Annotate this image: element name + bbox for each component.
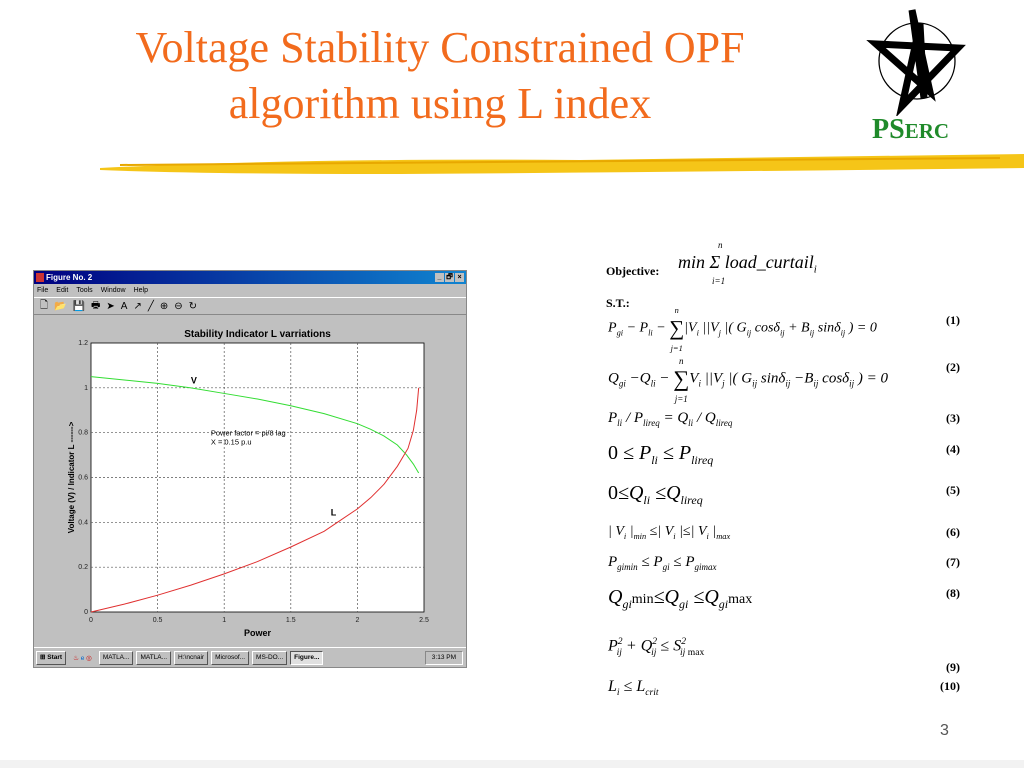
start-button[interactable]: ⊞ Start	[36, 650, 67, 665]
taskbar-item[interactable]: MATLA...	[98, 650, 134, 665]
save-icon[interactable]: 💾	[72, 300, 85, 312]
taskbar: ⊞ Start ♨ e ◎ MATLA... MATLA... H:\ncnai…	[34, 647, 466, 667]
y-tick-label: 0.8	[78, 430, 88, 437]
y-tick-label: 1	[84, 385, 88, 392]
equation-number: (1)	[946, 313, 960, 327]
taskbar-item[interactable]: Microsof...	[211, 650, 250, 665]
y-tick-label: 0.6	[78, 475, 88, 482]
annotation-power-factor: Power factor = pi/8 lag	[211, 429, 286, 438]
x-axis-label: Power	[244, 628, 272, 638]
equation-3: Pli / Plireq = Qli / Qlireq	[608, 410, 733, 428]
y-tick-label: 1.2	[78, 340, 88, 347]
equation-6: | Vi |min ≤| Vi |≤| Vi |max	[608, 524, 731, 541]
x-tick-label: 0	[89, 617, 93, 624]
arrow-icon[interactable]: ↗	[133, 300, 142, 312]
line-icon[interactable]: ╱	[147, 300, 154, 312]
equation-2: Qgi −Qli − ∑ n j=1 Vi ||Vj |( Gij sinδij −B…	[608, 356, 889, 404]
equation-number: (5)	[946, 483, 960, 497]
equation-number: (9)	[946, 660, 960, 674]
matlab-figure-window: Figure No. 2 _ 🗗 × File Edit Tools Window Help…	[33, 270, 467, 668]
stability-chart: 0 0.5 1 1.5 2 2.5 0 0.2 0.4 0.6 0.8 1 1.2 Stability I…	[67, 329, 429, 638]
title-line-2: algorithm using L index	[228, 79, 652, 128]
maximize-button[interactable]: 🗗	[445, 273, 454, 282]
st-label: S.T.:	[606, 296, 630, 310]
logo-text: PSERC	[872, 114, 950, 145]
series-label-L: L	[331, 508, 337, 518]
toolbar: 🗋 📂 💾 🖶 ➤ A ↗ ╱ ⊕ ⊖ ↻	[34, 297, 466, 315]
series-line-L	[90, 387, 420, 613]
equation-number: (4)	[946, 442, 960, 456]
equation-number: (8)	[946, 586, 960, 600]
annotation-reactance: X = 0.15 p.u	[211, 438, 252, 447]
menu-bar: File Edit Tools Window Help	[34, 284, 466, 297]
window-title: Figure No. 2	[46, 273, 93, 282]
rotate-icon[interactable]: ↻	[188, 300, 198, 312]
taskbar-item[interactable]: MS-DO...	[252, 650, 288, 665]
menu-help[interactable]: Help	[133, 287, 148, 294]
series-line-V	[90, 376, 420, 474]
equation-number: (10)	[940, 679, 960, 693]
equation-number: (3)	[946, 411, 960, 425]
equation-5: 0≤Qli ≤Qlireq	[608, 482, 703, 507]
series-label-V: V	[191, 375, 197, 385]
equation-7: Pgimin ≤ Pgi ≤ Pgimax	[608, 554, 717, 572]
equation-10: Li ≤ Lcrit	[608, 678, 659, 699]
objective-equation: min Σ load_curtaili	[678, 252, 817, 276]
taskbar-item-active[interactable]: Figure...	[290, 650, 324, 665]
x-tick-label: 1.5	[286, 617, 296, 624]
title-line-1: Voltage Stability Constrained OPF	[135, 23, 745, 72]
equation-number: (7)	[946, 555, 960, 569]
x-tick-label: 1	[222, 617, 226, 624]
window-title-bar[interactable]: Figure No. 2 _ 🗗 ×	[34, 271, 466, 284]
menu-tools[interactable]: Tools	[76, 287, 93, 294]
x-tick-label: 0.5	[153, 617, 163, 624]
quicklaunch-icons[interactable]: ♨ e ◎	[73, 654, 92, 662]
objective-sum-upper-limit: n	[718, 240, 723, 250]
text-icon[interactable]: A	[120, 300, 128, 312]
new-icon[interactable]: 🗋	[40, 299, 49, 311]
print-icon[interactable]: 🖶	[90, 299, 101, 311]
open-icon[interactable]: 📂	[54, 300, 67, 312]
zoom-in-icon[interactable]: ⊕	[159, 300, 169, 312]
menu-edit[interactable]: Edit	[56, 287, 69, 294]
equation-1: Pgi − Pli − ∑ n j=1 |Vi ||Vj |( Gij cosδij …	[608, 306, 877, 353]
objective-text: min Σ load_curtail	[678, 252, 814, 272]
y-axis-label: Voltage (V) / Indicator L ------>	[67, 421, 76, 533]
taskbar-item[interactable]: MATLA...	[136, 650, 172, 665]
slide-title: Voltage Stability Constrained OPF algorit…	[40, 20, 840, 132]
equation-number: (2)	[946, 360, 960, 374]
yellow-brush-divider	[100, 154, 1024, 174]
close-button[interactable]: ×	[455, 273, 464, 282]
chart-title: Stability Indicator L varriations	[184, 329, 331, 340]
taskbar-clock: 3:13 PM	[424, 650, 463, 665]
objective-label: Objective:	[606, 264, 660, 278]
equation-4: 0 ≤ Pli ≤ Plireq	[608, 442, 714, 467]
y-tick-label: 0	[84, 609, 88, 616]
x-tick-label: 2	[355, 617, 359, 624]
zoom-out-icon[interactable]: ⊖	[174, 300, 183, 312]
y-tick-label: 0.2	[78, 564, 88, 571]
menu-file[interactable]: File	[37, 287, 49, 294]
objective-sum-lower-limit: i=1	[712, 276, 726, 286]
minimize-button[interactable]: _	[435, 273, 444, 282]
x-tick-label: 2.5	[419, 617, 429, 624]
equation-number: (6)	[946, 525, 960, 539]
taskbar-item[interactable]: H:\ncnair	[174, 650, 209, 665]
footer-bar	[0, 760, 1024, 768]
pointer-icon[interactable]: ➤	[106, 300, 115, 312]
equation-9: P2ij + Q2ij ≤ S2ij max	[608, 636, 705, 658]
y-tick-label: 0.4	[78, 519, 88, 526]
page-number: 3	[940, 722, 949, 739]
matlab-icon	[36, 273, 44, 282]
equation-8: Qgimin≤Qgi ≤Qgimax	[608, 586, 753, 611]
pserc-logo: PSERC	[862, 6, 972, 146]
star-logo-icon	[866, 9, 966, 118]
menu-window[interactable]: Window	[100, 287, 126, 294]
